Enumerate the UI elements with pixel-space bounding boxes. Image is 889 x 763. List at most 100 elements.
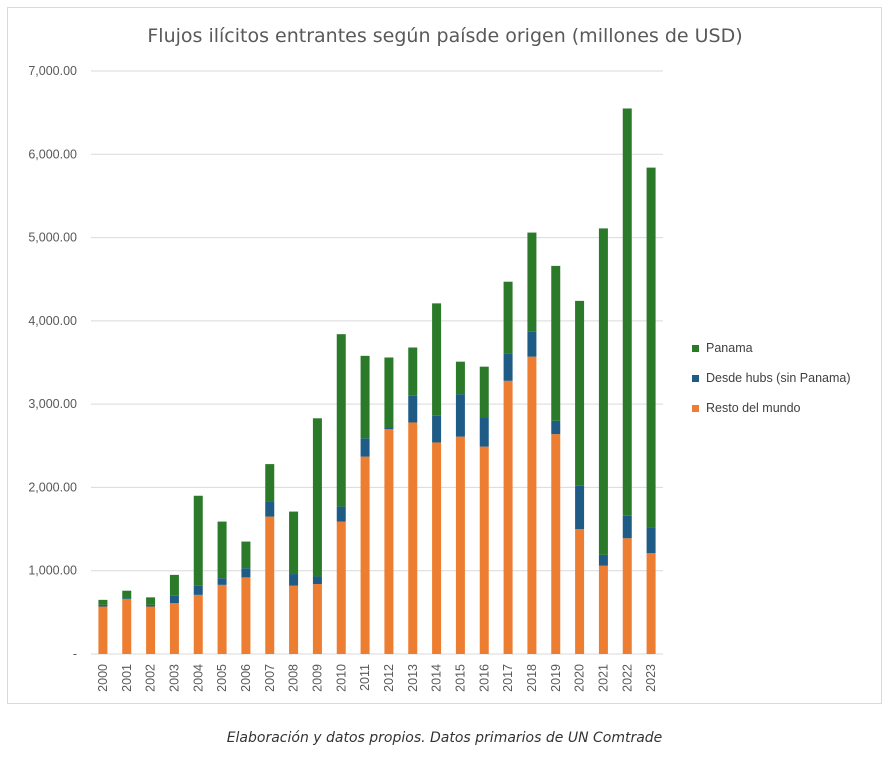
y-axis-ticks: - 1,000.00 2,000.00 3,000.00 4,000.00 5,000.0… bbox=[28, 64, 77, 661]
bar-panama-2009 bbox=[312, 418, 322, 577]
bar-resto-del-mundo-2023 bbox=[646, 553, 656, 654]
chart-frame: Flujos ilícitos entrantes según paísde o… bbox=[7, 7, 882, 704]
bar-desde-hubs-sin-panama-2014 bbox=[432, 415, 442, 443]
bar-resto-del-mundo-2016 bbox=[479, 446, 489, 654]
bar-desde-hubs-sin-panama-2020 bbox=[575, 485, 585, 530]
bar-desde-hubs-sin-panama-2016 bbox=[479, 417, 489, 447]
x-tick-label: 2020 bbox=[573, 664, 587, 692]
bar-panama-2000 bbox=[98, 599, 108, 605]
bar-resto-del-mundo-2018 bbox=[527, 356, 537, 654]
x-tick-label: 2014 bbox=[430, 664, 444, 692]
bar-panama-2014 bbox=[432, 303, 442, 416]
bar-panama-2015 bbox=[455, 361, 465, 395]
bar-panama-2004 bbox=[193, 495, 203, 586]
bar-resto-del-mundo-2001 bbox=[122, 599, 132, 654]
bar-panama-2010 bbox=[336, 334, 346, 507]
bar-panama-2020 bbox=[575, 300, 585, 486]
x-tick-label: 2019 bbox=[549, 664, 563, 692]
x-axis-ticks: 2000 2001 2002 2003 2004 2005 2006 2007 2008 2009… bbox=[96, 664, 658, 692]
x-tick-label: 2012 bbox=[382, 664, 396, 692]
bar-desde-hubs-sin-panama-2007 bbox=[265, 501, 275, 517]
x-tick-label: 2015 bbox=[453, 664, 467, 692]
bar-desde-hubs-sin-panama-2001 bbox=[122, 598, 132, 600]
legend-item: Resto del mundo bbox=[692, 401, 801, 415]
bar-panama-2016 bbox=[479, 366, 489, 418]
legend-item: Desde hubs (sin Panama) bbox=[692, 371, 851, 385]
bar-desde-hubs-sin-panama-2015 bbox=[455, 394, 465, 437]
legend-swatch bbox=[692, 345, 699, 352]
bar-panama-2003 bbox=[169, 574, 179, 596]
bar-resto-del-mundo-2012 bbox=[384, 429, 394, 654]
legend: Panama Desde hubs (sin Panama) Resto del m… bbox=[692, 341, 851, 415]
bar-resto-del-mundo-2020 bbox=[575, 529, 585, 654]
y-tick-label: 7,000.00 bbox=[28, 64, 77, 78]
x-tick-label: 2013 bbox=[406, 664, 420, 692]
bar-resto-del-mundo-2009 bbox=[312, 584, 322, 654]
bar-desde-hubs-sin-panama-2022 bbox=[622, 515, 632, 539]
bar-resto-del-mundo-2011 bbox=[360, 456, 370, 654]
bar-panama-2023 bbox=[646, 167, 656, 528]
bar-panama-2017 bbox=[503, 281, 513, 354]
bars bbox=[98, 108, 656, 654]
bar-desde-hubs-sin-panama-2018 bbox=[527, 331, 537, 357]
bar-panama-2006 bbox=[241, 541, 251, 569]
legend-swatch bbox=[692, 405, 699, 412]
bar-desde-hubs-sin-panama-2000 bbox=[98, 604, 108, 607]
bar-desde-hubs-sin-panama-2003 bbox=[169, 595, 179, 604]
bar-resto-del-mundo-2004 bbox=[193, 594, 203, 654]
y-tick-label: 2,000.00 bbox=[28, 480, 77, 494]
y-tick-label: - bbox=[73, 647, 77, 661]
x-tick-label: 2000 bbox=[96, 664, 110, 692]
x-tick-label: 2017 bbox=[501, 664, 515, 692]
y-tick-label: 5,000.00 bbox=[28, 231, 77, 245]
legend-item: Panama bbox=[692, 341, 753, 355]
caption: Elaboración y datos propios. Datos prima… bbox=[226, 730, 663, 746]
bar-resto-del-mundo-2005 bbox=[217, 584, 227, 654]
bar-resto-del-mundo-2008 bbox=[289, 585, 299, 654]
y-tick-label: 4,000.00 bbox=[28, 314, 77, 328]
bar-resto-del-mundo-2003 bbox=[169, 603, 179, 654]
bar-desde-hubs-sin-panama-2006 bbox=[241, 568, 251, 578]
legend-label: Panama bbox=[706, 341, 753, 355]
bar-panama-2013 bbox=[408, 347, 418, 396]
y-tick-label: 1,000.00 bbox=[28, 564, 77, 578]
bar-panama-2002 bbox=[146, 597, 156, 605]
legend-swatch bbox=[692, 375, 699, 382]
x-tick-label: 2022 bbox=[620, 664, 634, 692]
bar-desde-hubs-sin-panama-2012 bbox=[384, 427, 394, 430]
bar-resto-del-mundo-2015 bbox=[455, 436, 465, 654]
bar-resto-del-mundo-2021 bbox=[598, 565, 608, 654]
bar-panama-2005 bbox=[217, 521, 227, 579]
legend-label: Resto del mundo bbox=[706, 401, 801, 415]
x-tick-label: 2023 bbox=[644, 664, 658, 692]
bar-resto-del-mundo-2006 bbox=[241, 577, 251, 654]
bar-resto-del-mundo-2000 bbox=[98, 606, 108, 654]
legend-label: Desde hubs (sin Panama) bbox=[706, 371, 851, 385]
x-tick-label: 2011 bbox=[358, 664, 372, 691]
bar-panama-2007 bbox=[265, 464, 275, 502]
bar-desde-hubs-sin-panama-2002 bbox=[146, 604, 156, 607]
bar-desde-hubs-sin-panama-2013 bbox=[408, 395, 418, 423]
chart-svg: Flujos ilícitos entrantes según paísde o… bbox=[28, 25, 851, 692]
gridlines bbox=[91, 70, 663, 655]
x-tick-label: 2006 bbox=[239, 664, 253, 692]
chart-title: Flujos ilícitos entrantes según paísde o… bbox=[147, 25, 742, 47]
bar-resto-del-mundo-2014 bbox=[432, 442, 442, 654]
x-tick-label: 2010 bbox=[334, 664, 348, 692]
bar-panama-2008 bbox=[289, 511, 299, 575]
bar-panama-2021 bbox=[598, 228, 608, 555]
x-tick-label: 2021 bbox=[596, 664, 610, 692]
bar-desde-hubs-sin-panama-2009 bbox=[312, 576, 322, 585]
bar-desde-hubs-sin-panama-2010 bbox=[336, 506, 346, 522]
bar-resto-del-mundo-2017 bbox=[503, 380, 513, 654]
x-tick-label: 2018 bbox=[525, 664, 539, 692]
x-tick-label: 2004 bbox=[191, 664, 205, 692]
bar-desde-hubs-sin-panama-2011 bbox=[360, 438, 370, 457]
bar-panama-2012 bbox=[384, 357, 394, 428]
bar-panama-2001 bbox=[122, 590, 132, 599]
x-tick-label: 2003 bbox=[167, 664, 181, 692]
y-tick-label: 3,000.00 bbox=[28, 397, 77, 411]
x-tick-label: 2002 bbox=[144, 664, 158, 692]
bar-resto-del-mundo-2013 bbox=[408, 422, 418, 654]
bar-desde-hubs-sin-panama-2021 bbox=[598, 554, 608, 566]
